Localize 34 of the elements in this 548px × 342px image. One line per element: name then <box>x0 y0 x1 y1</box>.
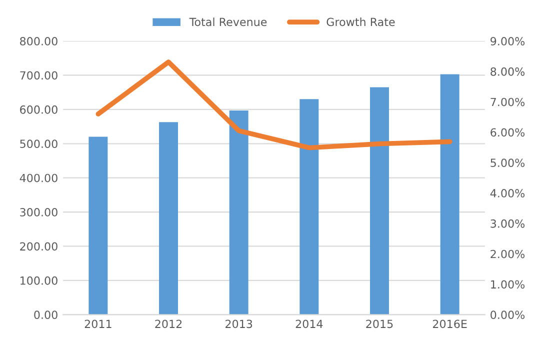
y-tick-label: 400.00 <box>20 174 58 182</box>
y-tick-label: 0.00 <box>34 310 58 320</box>
y-tick-label: 700.00 <box>20 71 58 80</box>
x-tick-label: 2011 <box>84 320 112 328</box>
y-tick-label: 500.00 <box>20 140 58 148</box>
bar <box>159 122 178 315</box>
y2-tick-label: 5.00% <box>490 158 525 168</box>
y-tick-label: 600.00 <box>20 105 58 114</box>
bar <box>88 136 108 315</box>
x-tick-label: 2014 <box>296 320 323 328</box>
x-tick-label: 2012 <box>155 320 182 328</box>
y2-tick-label: 3.00% <box>490 219 525 228</box>
y2-tick-label: 7.00% <box>490 98 525 106</box>
y-tick-label: 800.00 <box>20 37 58 46</box>
bar <box>229 110 248 315</box>
y-tick-label: 200.00 <box>20 242 58 251</box>
bar <box>370 87 389 315</box>
x-tick-label: 2016E <box>432 320 467 328</box>
legend-label: Growth Rate <box>326 18 395 26</box>
y2-tick-label: 0.00% <box>490 310 525 320</box>
y-tick-label: 100.00 <box>20 276 58 285</box>
x-tick-label: 2015 <box>366 320 393 328</box>
line-series <box>96 60 452 150</box>
y2-tick-label: 2.00% <box>490 250 525 258</box>
y2-tick-label: 1.00% <box>491 280 525 289</box>
y-tick-label: 300.00 <box>20 208 58 216</box>
y2-tick-label: 9.00% <box>490 37 525 46</box>
legend-label: Total Revenue <box>189 18 267 26</box>
y2-tick-label: 4.00% <box>490 189 525 198</box>
bar <box>440 74 460 315</box>
y2-tick-label: 8.00% <box>490 67 525 76</box>
bar <box>300 99 319 315</box>
x-tick-label: 2013 <box>226 320 252 328</box>
y2-tick-label: 6.00% <box>490 128 525 137</box>
